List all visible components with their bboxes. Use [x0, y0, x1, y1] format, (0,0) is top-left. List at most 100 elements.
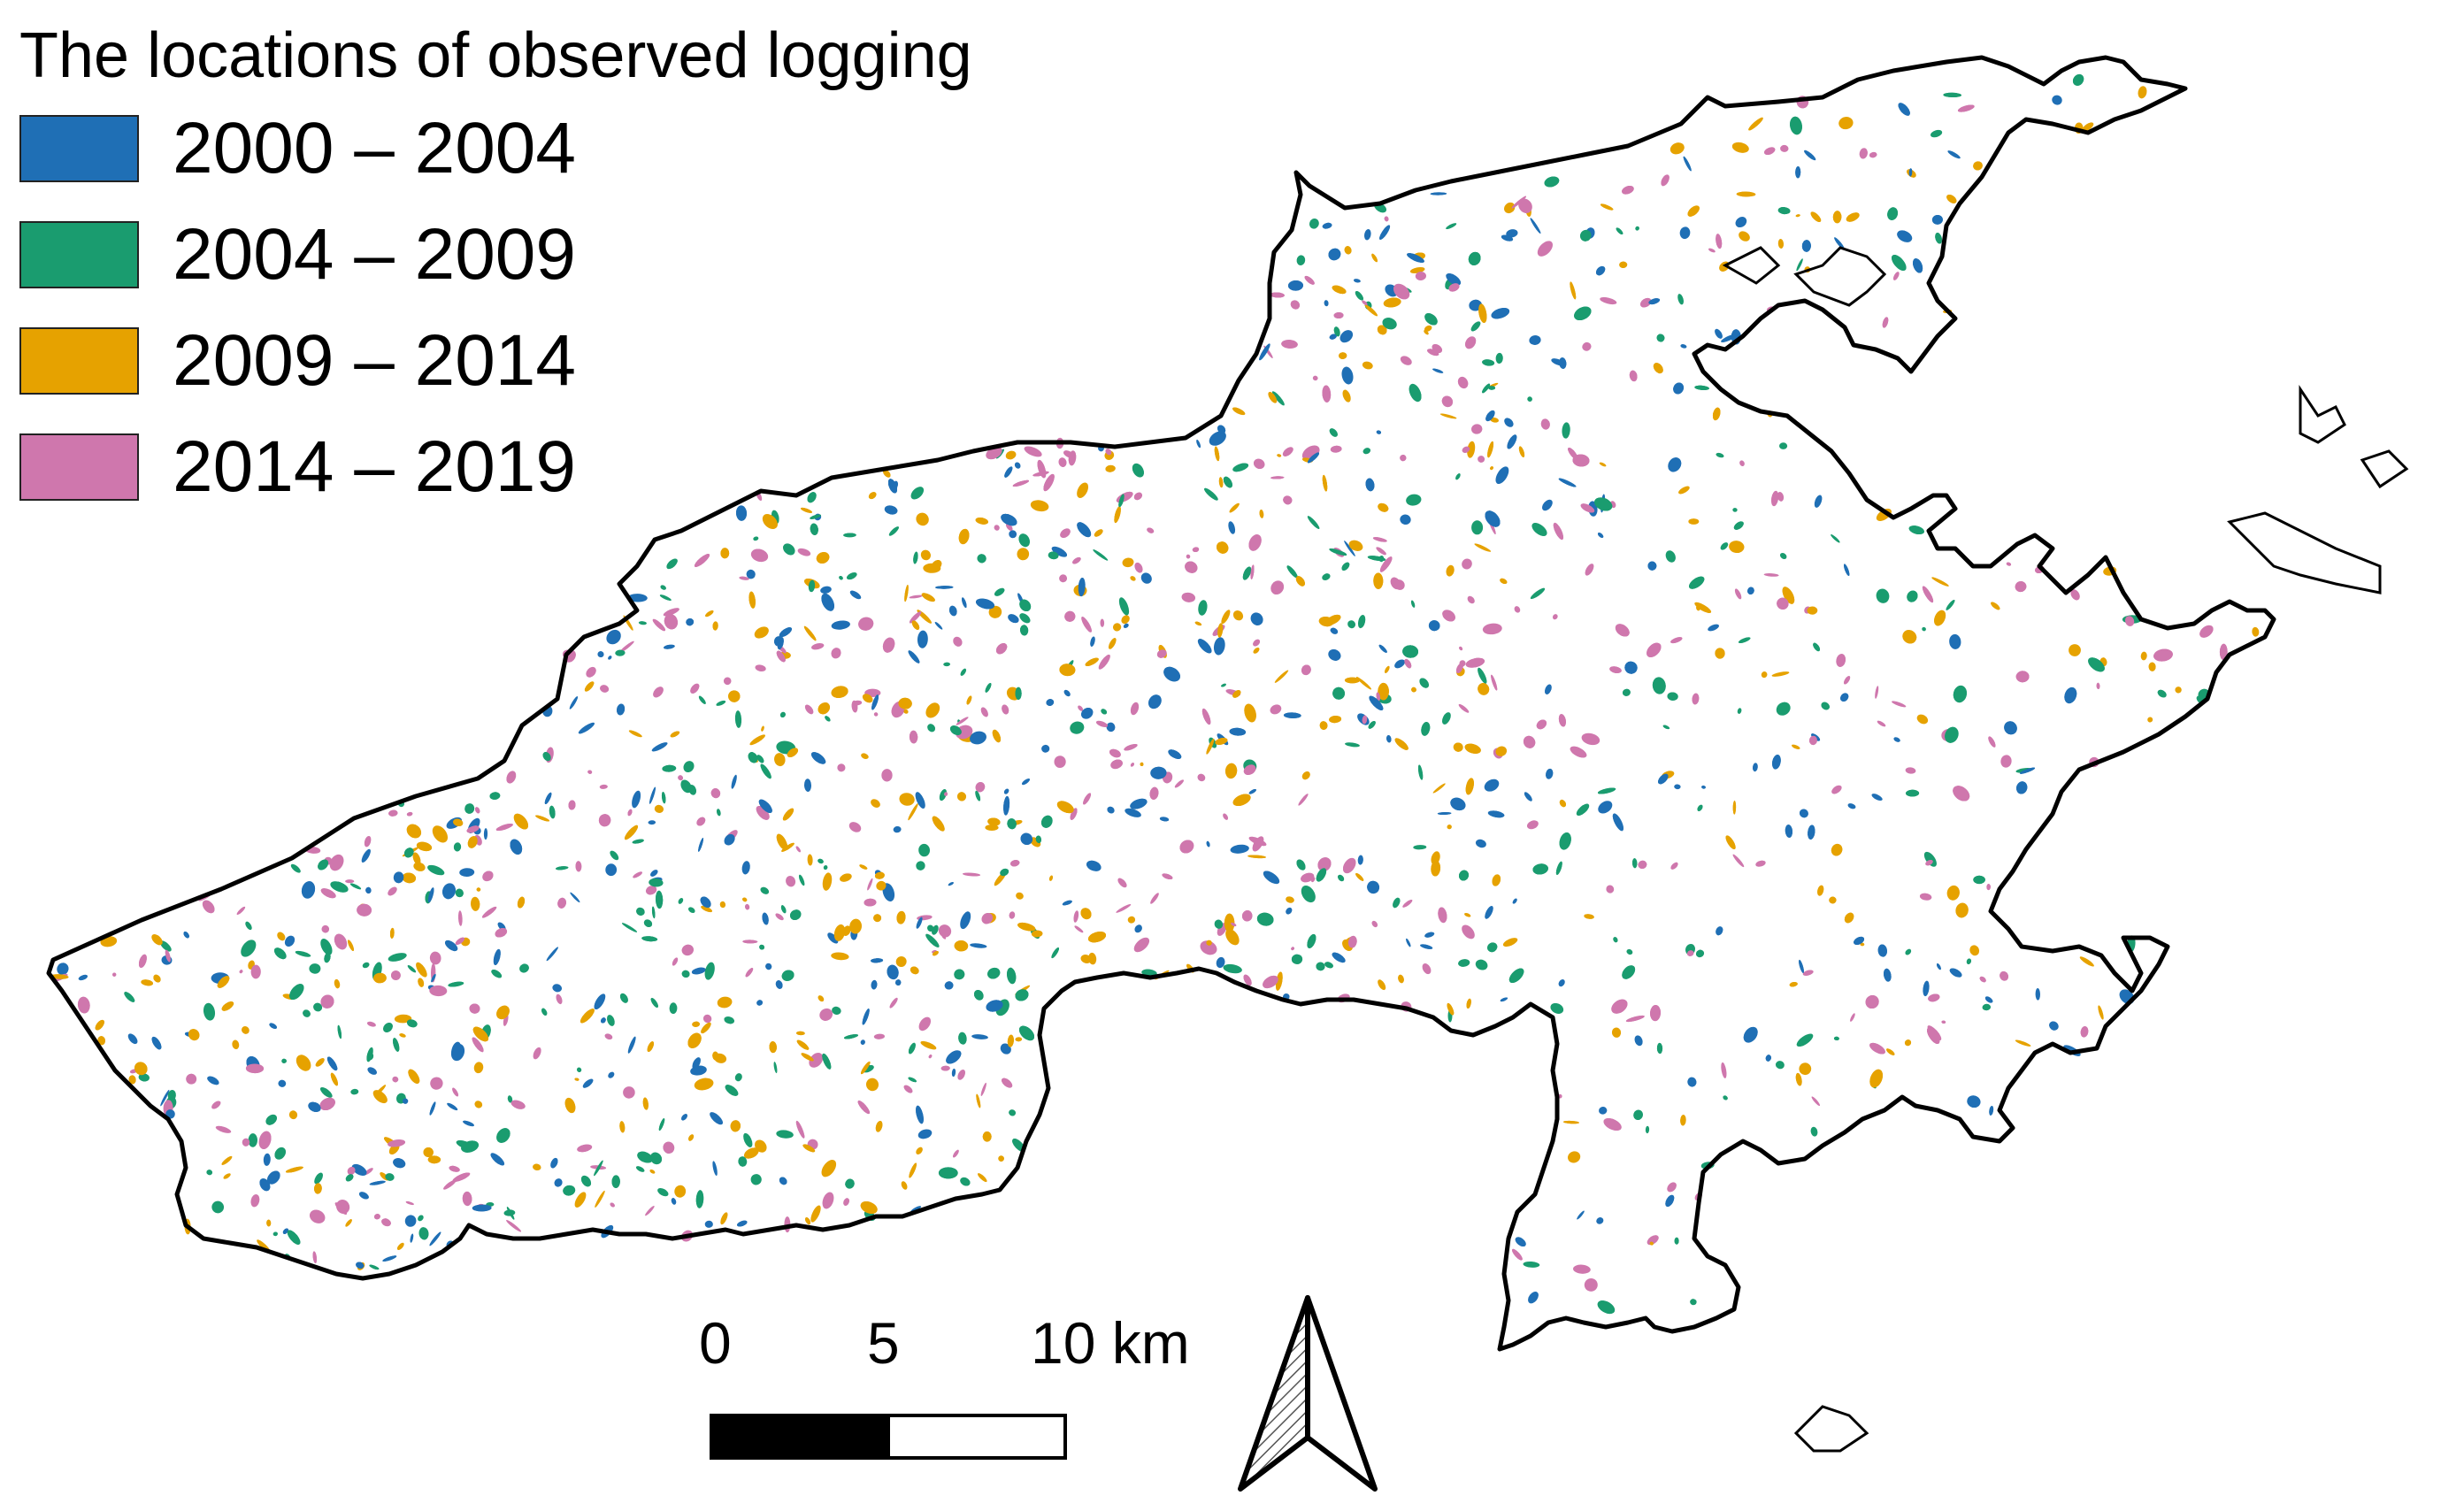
- logging-patch: [1259, 343, 1270, 361]
- logging-patch: [1322, 573, 1331, 580]
- logging-patch: [1622, 965, 1636, 979]
- logging-patch: [825, 716, 831, 722]
- logging-patch: [1482, 623, 1502, 635]
- logging-patch: [1259, 510, 1264, 518]
- logging-patch: [1558, 714, 1566, 727]
- logging-patch: [925, 702, 940, 718]
- logging-patch: [1019, 625, 1029, 636]
- logging-patch: [1078, 578, 1086, 597]
- logging-patch: [687, 1032, 702, 1048]
- logging-patch: [1677, 294, 1684, 305]
- logging-patch: [760, 763, 771, 779]
- logging-patch: [1363, 228, 1371, 241]
- logging-patch: [1229, 727, 1247, 736]
- logging-patch: [1214, 446, 1220, 462]
- logging-patch: [1576, 803, 1590, 816]
- logging-patch: [1927, 1027, 1940, 1045]
- logging-patch: [781, 970, 794, 981]
- logging-patch: [1716, 234, 1723, 249]
- logging-patch: [1109, 748, 1121, 758]
- logging-patch: [954, 940, 969, 952]
- logging-patch: [1653, 363, 1663, 374]
- logging-patch: [1093, 549, 1109, 561]
- logging-patch: [833, 924, 846, 941]
- logging-patch: [432, 825, 449, 843]
- logging-patch: [1495, 746, 1508, 756]
- logging-patch: [410, 1233, 414, 1243]
- logging-patch: [1877, 720, 1886, 727]
- logging-patch: [1286, 896, 1294, 903]
- logging-patch: [1377, 325, 1387, 335]
- logging-patch: [932, 951, 939, 956]
- logging-patch: [1536, 719, 1547, 730]
- logging-patch: [1869, 151, 1877, 158]
- logging-patch: [956, 792, 967, 802]
- logging-patch: [1832, 211, 1842, 224]
- logging-patch: [717, 996, 733, 1009]
- logging-patch: [1875, 686, 1879, 699]
- legend-item-2000-2004: 2000 – 2004: [19, 96, 972, 202]
- logging-patch: [819, 1008, 833, 1021]
- logging-patch: [775, 913, 784, 921]
- logging-patch: [935, 586, 954, 589]
- logging-patch: [843, 1034, 859, 1039]
- logging-patch: [1695, 949, 1705, 958]
- logging-patch: [490, 1153, 505, 1166]
- logging-patch: [1223, 476, 1232, 488]
- logging-patch: [138, 1073, 150, 1082]
- logging-patch: [1748, 117, 1763, 131]
- logging-patch: [1465, 657, 1485, 668]
- logging-patch: [582, 1078, 594, 1088]
- logging-patch: [1197, 773, 1206, 782]
- logging-patch: [1330, 627, 1339, 634]
- logging-patch: [388, 809, 398, 817]
- logging-patch: [1032, 930, 1043, 938]
- logging-patch: [645, 1205, 655, 1216]
- logging-patch: [1339, 330, 1353, 343]
- logging-patch: [1281, 340, 1298, 349]
- logging-patch: [811, 643, 825, 650]
- logging-patch: [1009, 911, 1016, 919]
- logging-patch: [1439, 413, 1457, 419]
- logging-patch: [1846, 212, 1860, 222]
- logging-patch: [1342, 857, 1356, 874]
- logging-patch: [1464, 336, 1477, 349]
- logging-patch: [873, 1033, 885, 1039]
- logging-patch: [2096, 682, 2100, 689]
- logging-patch: [309, 1209, 326, 1223]
- logging-patch: [1687, 1077, 1697, 1087]
- logging-patch: [670, 731, 680, 738]
- logging-patch: [1668, 457, 1682, 472]
- logging-patch: [1147, 527, 1155, 533]
- logging-patch: [1764, 147, 1776, 156]
- logging-patch: [495, 928, 508, 938]
- logging-patch: [1009, 859, 1020, 867]
- logging-patch: [1979, 976, 1986, 983]
- logging-patch: [1458, 870, 1470, 881]
- logging-patch: [960, 668, 967, 676]
- logging-patch: [820, 586, 832, 594]
- logging-patch: [1487, 386, 1496, 390]
- logging-patch: [575, 861, 582, 872]
- logging-patch: [1613, 937, 1618, 943]
- logging-patch: [348, 940, 354, 952]
- logging-patch: [627, 809, 633, 817]
- logging-patch: [650, 998, 658, 1008]
- logging-patch: [987, 967, 1001, 979]
- legend-swatch: [19, 327, 139, 395]
- logging-patch: [599, 784, 608, 789]
- logging-patch: [1597, 787, 1616, 794]
- logging-patch: [272, 1231, 278, 1237]
- logging-patch: [724, 1016, 734, 1024]
- logging-patch: [1140, 572, 1152, 584]
- logging-patch: [1301, 664, 1311, 676]
- logging-patch: [939, 789, 947, 802]
- logging-patch: [927, 724, 935, 732]
- logging-patch: [710, 788, 721, 799]
- logging-patch: [1581, 732, 1600, 746]
- logging-patch: [860, 1039, 865, 1045]
- logging-patch: [57, 963, 69, 975]
- logging-patch: [1379, 225, 1391, 240]
- logging-patch: [1301, 872, 1315, 883]
- logging-patch: [329, 854, 344, 871]
